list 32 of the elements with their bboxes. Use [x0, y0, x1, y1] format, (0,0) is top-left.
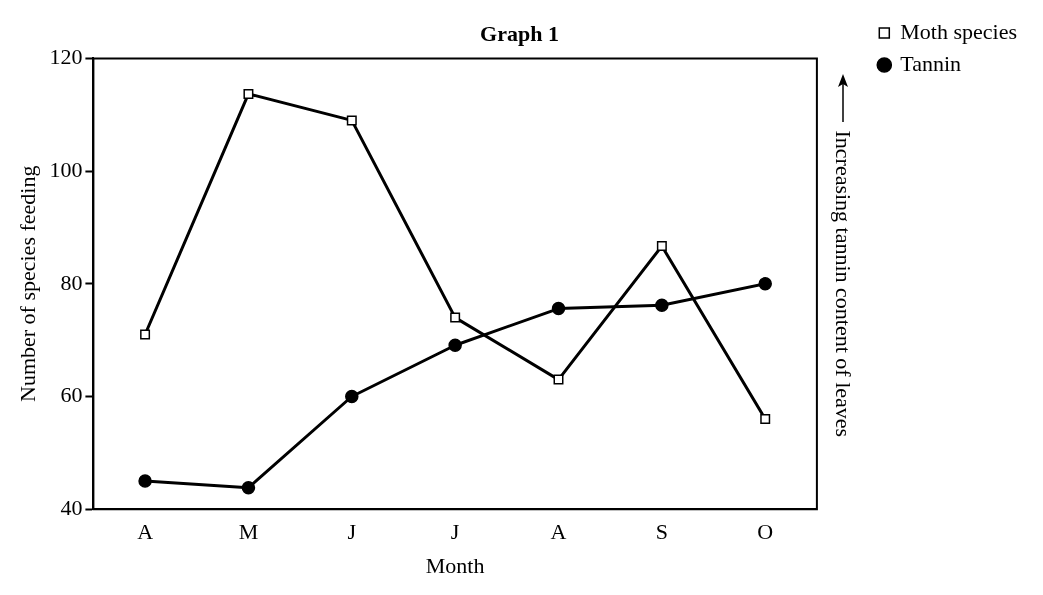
point [656, 241, 667, 252]
point [758, 277, 772, 291]
y-tick-label: 40 [60, 494, 83, 520]
y-axis-title: Number of species feeding [14, 165, 40, 403]
chart-title: Graph 1 [480, 20, 559, 46]
x-tick-label: M [238, 519, 259, 545]
point [450, 312, 461, 323]
point [346, 115, 357, 126]
point [655, 298, 669, 312]
point [553, 374, 564, 385]
point [551, 301, 566, 316]
point [241, 481, 256, 495]
x-tick-label: A [550, 519, 567, 545]
x-tick-label: O [757, 519, 774, 545]
y-tick-label: 100 [49, 156, 83, 182]
point [243, 88, 254, 99]
x-tick-label: A [137, 519, 154, 545]
x-tick-label: J [450, 519, 460, 545]
y2-axis-title: Increasing tannin content of leaves [831, 130, 857, 438]
point [138, 474, 152, 488]
y-tick-label: 120 [49, 44, 83, 70]
point [140, 329, 151, 340]
x-tick-label: S [655, 519, 668, 545]
point [760, 414, 771, 425]
legend-label: Moth species [900, 18, 1017, 44]
y-tick-label: 80 [60, 269, 83, 295]
point [345, 389, 359, 404]
x-axis-title: Month [425, 552, 485, 578]
point [448, 338, 462, 352]
x-tick-label: J [347, 519, 357, 545]
y-tick-label: 60 [60, 382, 83, 408]
legend-label: Tannin [900, 50, 962, 76]
